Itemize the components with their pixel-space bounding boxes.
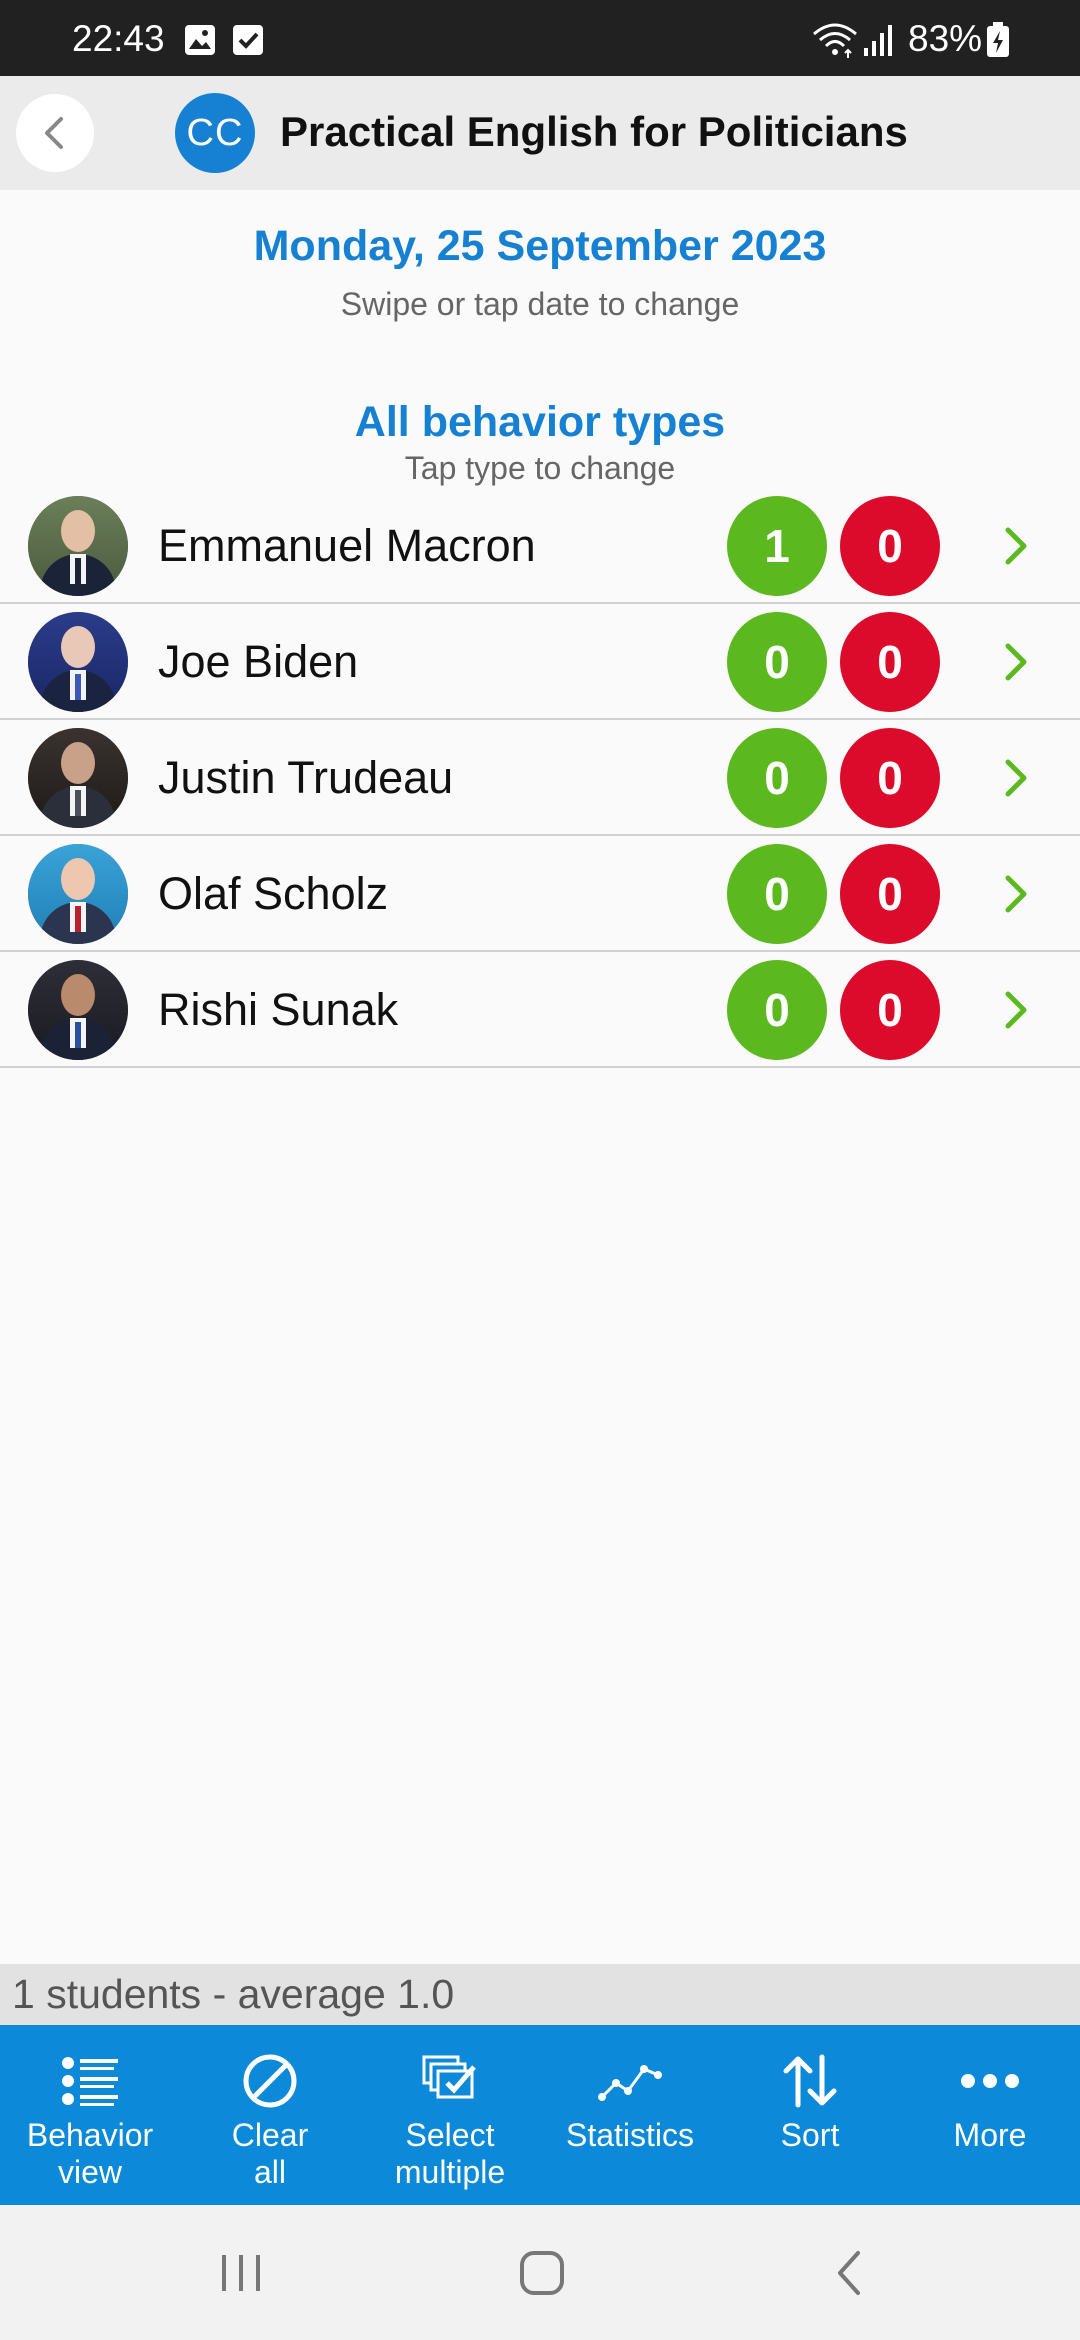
chevron-right-icon[interactable]: [992, 522, 1040, 570]
student-name: Joe Biden: [158, 636, 359, 687]
date-selector[interactable]: Monday, 25 September 2023: [253, 222, 827, 270]
student-list: Emmanuel Macron 1 0 Joe Biden 0 0 Justin…: [0, 488, 1080, 1068]
gallery-icon: [184, 24, 216, 61]
negative-count[interactable]: 0: [840, 960, 940, 1060]
negative-count[interactable]: 0: [840, 612, 940, 712]
status-time: 22:43: [72, 18, 165, 59]
status-bar: 22:43 83%: [0, 0, 1080, 76]
back-button[interactable]: [16, 94, 94, 172]
student-name: Olaf Scholz: [158, 868, 389, 919]
system-nav-bar: [0, 2205, 1080, 2340]
positive-count[interactable]: 0: [727, 844, 827, 944]
more-button[interactable]: More: [900, 2025, 1080, 2205]
app-bar: CC Practical English for Politicians: [0, 76, 1080, 190]
select-multiple-label: Select multiple: [394, 2117, 506, 2190]
statistics-button[interactable]: Statistics: [540, 2025, 720, 2205]
sort-icon: [783, 2054, 837, 2108]
app-logo: CC: [175, 93, 255, 173]
behavior-view-button[interactable]: Behavior view: [0, 2025, 180, 2205]
bottom-toolbar: Behavior view Clear all Select multiple …: [0, 2025, 1080, 2205]
student-row[interactable]: Joe Biden 0 0: [0, 604, 1080, 720]
prohibited-icon: [243, 2054, 297, 2108]
student-name: Emmanuel Macron: [158, 520, 536, 571]
battery-level: 83%: [908, 18, 983, 59]
chevron-right-icon[interactable]: [992, 638, 1040, 686]
student-row[interactable]: Emmanuel Macron 1 0: [0, 488, 1080, 604]
negative-count[interactable]: 0: [840, 496, 940, 596]
date-hint: Swipe or tap date to change: [340, 286, 740, 322]
select-multiple-button[interactable]: Select multiple: [360, 2025, 540, 2205]
positive-count[interactable]: 0: [727, 960, 827, 1060]
multi-select-icon: [422, 2055, 476, 2099]
behavior-type-hint: Tap type to change: [404, 450, 676, 486]
student-name: Rishi Sunak: [158, 984, 399, 1035]
avatar: [28, 844, 128, 944]
positive-count[interactable]: 0: [727, 728, 827, 828]
chevron-right-icon[interactable]: [992, 870, 1040, 918]
battery-icon: [986, 22, 1010, 63]
negative-count[interactable]: 0: [840, 844, 940, 944]
recent-apps-icon[interactable]: [218, 2249, 264, 2297]
chevron-right-icon[interactable]: [992, 986, 1040, 1034]
more-label: More: [953, 2117, 1027, 2153]
positive-count[interactable]: 0: [727, 612, 827, 712]
line-chart-icon: [598, 2065, 662, 2101]
page-title: Practical English for Politicians: [280, 108, 908, 155]
negative-count[interactable]: 0: [840, 728, 940, 828]
student-row[interactable]: Rishi Sunak 0 0: [0, 952, 1080, 1068]
behavior-view-label: Behavior view: [26, 2117, 154, 2190]
student-row[interactable]: Olaf Scholz 0 0: [0, 836, 1080, 952]
avatar: [28, 960, 128, 1060]
more-dots-icon: [961, 2074, 1019, 2088]
behavior-type-selector[interactable]: All behavior types: [354, 398, 726, 446]
avatar: [28, 728, 128, 828]
avatar: [28, 496, 128, 596]
sort-button[interactable]: Sort: [720, 2025, 900, 2205]
summary-bar: 1 students - average 1.0: [0, 1964, 1080, 2025]
back-arrow-icon: [45, 117, 63, 149]
clear-all-button[interactable]: Clear all: [180, 2025, 360, 2205]
clear-all-label: Clear all: [231, 2117, 309, 2190]
checkbox-icon: [232, 24, 264, 61]
positive-count[interactable]: 1: [727, 496, 827, 596]
statistics-label: Statistics: [565, 2117, 695, 2153]
student-row[interactable]: Justin Trudeau 0 0: [0, 720, 1080, 836]
student-name: Justin Trudeau: [158, 752, 454, 803]
avatar: [28, 612, 128, 712]
wifi-icon: [812, 22, 858, 63]
signal-icon: [862, 22, 898, 61]
list-icon: [62, 2057, 118, 2106]
chevron-right-icon[interactable]: [992, 754, 1040, 802]
back-nav-icon[interactable]: [830, 2249, 866, 2297]
sort-label: Sort: [780, 2117, 840, 2153]
home-icon[interactable]: [518, 2249, 566, 2297]
